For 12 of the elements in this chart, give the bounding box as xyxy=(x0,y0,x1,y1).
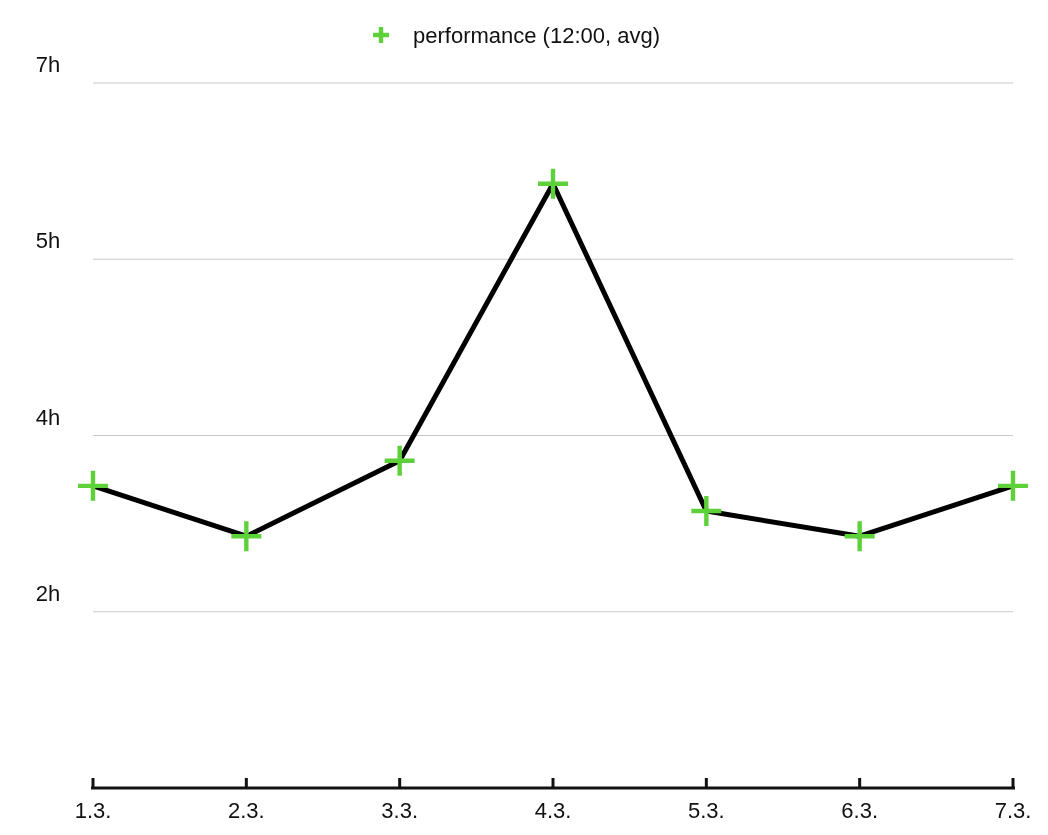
x-tick-label: 5.3. xyxy=(687,798,725,823)
x-tick-label: 7.3. xyxy=(994,798,1032,823)
legend-label: performance (12:00, avg) xyxy=(413,22,661,48)
x-tick-label: 2.3. xyxy=(227,798,265,823)
y-tick-label: 4h xyxy=(35,404,61,430)
x-tick-label: 1.3. xyxy=(74,798,112,823)
y-tick-label: 5h xyxy=(35,228,61,254)
x-tick-label: 6.3. xyxy=(841,798,879,823)
y-tick-label: 7h xyxy=(35,52,61,77)
x-tick-label: 3.3. xyxy=(381,798,419,823)
x-tick-label: 4.3. xyxy=(534,798,572,823)
y-tick-label: 2h xyxy=(35,580,61,606)
